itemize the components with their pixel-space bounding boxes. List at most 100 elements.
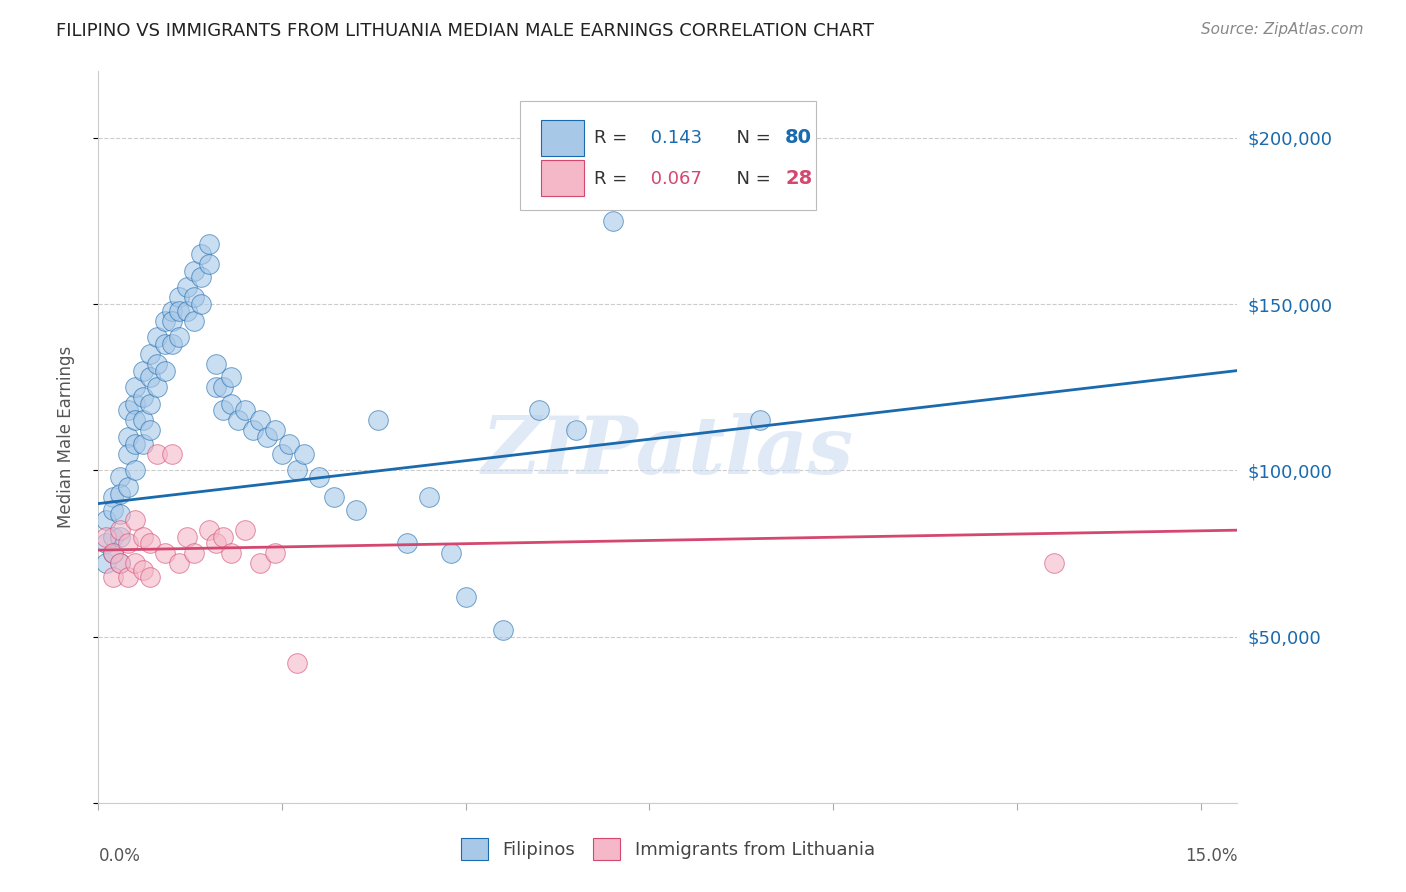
Point bbox=[124, 463, 146, 477]
Point bbox=[124, 513, 146, 527]
Point bbox=[101, 546, 124, 560]
Point bbox=[139, 397, 162, 411]
FancyBboxPatch shape bbox=[541, 160, 583, 196]
Point bbox=[167, 330, 190, 344]
Point bbox=[124, 380, 146, 394]
Point bbox=[139, 370, 162, 384]
Point bbox=[110, 530, 132, 544]
Point bbox=[602, 214, 624, 228]
Point bbox=[146, 330, 169, 344]
Point bbox=[139, 347, 162, 361]
Point bbox=[124, 436, 146, 450]
Point bbox=[440, 546, 463, 560]
Point bbox=[110, 523, 132, 537]
Point bbox=[101, 530, 124, 544]
Point bbox=[110, 470, 132, 484]
Point bbox=[153, 337, 176, 351]
Point bbox=[235, 523, 257, 537]
Point bbox=[110, 507, 132, 521]
Point bbox=[183, 546, 205, 560]
Point bbox=[249, 413, 271, 427]
Point bbox=[212, 530, 235, 544]
Point bbox=[131, 530, 153, 544]
Point bbox=[183, 264, 205, 278]
Point bbox=[219, 370, 242, 384]
Point bbox=[131, 436, 153, 450]
Point bbox=[219, 397, 242, 411]
Point bbox=[167, 290, 190, 304]
Point bbox=[94, 513, 117, 527]
Point bbox=[263, 546, 285, 560]
Point bbox=[565, 424, 588, 438]
Point bbox=[418, 490, 440, 504]
Point bbox=[146, 357, 169, 371]
Point bbox=[94, 536, 117, 550]
Text: R =: R = bbox=[593, 169, 633, 188]
Point bbox=[454, 590, 477, 604]
Point bbox=[205, 380, 228, 394]
Text: 80: 80 bbox=[785, 128, 813, 147]
Point bbox=[124, 413, 146, 427]
Text: 28: 28 bbox=[785, 169, 813, 188]
Point bbox=[167, 303, 190, 318]
FancyBboxPatch shape bbox=[541, 120, 583, 156]
Point bbox=[131, 390, 153, 404]
Point bbox=[271, 447, 294, 461]
Point bbox=[263, 424, 285, 438]
Point bbox=[160, 337, 183, 351]
Point bbox=[131, 363, 153, 377]
Point bbox=[101, 546, 124, 560]
Point bbox=[153, 546, 176, 560]
Point bbox=[219, 546, 242, 560]
Point bbox=[278, 436, 301, 450]
Point bbox=[212, 403, 235, 417]
Text: 0.0%: 0.0% bbox=[98, 847, 141, 864]
Point bbox=[101, 490, 124, 504]
Point bbox=[110, 557, 132, 571]
Point bbox=[226, 413, 249, 427]
Text: FILIPINO VS IMMIGRANTS FROM LITHUANIA MEDIAN MALE EARNINGS CORRELATION CHART: FILIPINO VS IMMIGRANTS FROM LITHUANIA ME… bbox=[56, 22, 875, 40]
Text: N =: N = bbox=[725, 129, 776, 147]
Point bbox=[124, 397, 146, 411]
Text: 0.143: 0.143 bbox=[645, 129, 702, 147]
Point bbox=[367, 413, 389, 427]
Point bbox=[139, 536, 162, 550]
Point bbox=[1042, 557, 1064, 571]
Point bbox=[146, 447, 169, 461]
Point bbox=[197, 237, 219, 252]
Point bbox=[197, 523, 219, 537]
Point bbox=[110, 557, 132, 571]
Y-axis label: Median Male Earnings: Median Male Earnings bbox=[56, 346, 75, 528]
Point bbox=[117, 570, 139, 584]
Point bbox=[176, 280, 198, 294]
Point bbox=[529, 403, 551, 417]
Point bbox=[235, 403, 257, 417]
Point bbox=[124, 557, 146, 571]
Point bbox=[94, 557, 117, 571]
Point bbox=[117, 447, 139, 461]
Point bbox=[160, 314, 183, 328]
Text: ZIPatlas: ZIPatlas bbox=[482, 413, 853, 491]
Point bbox=[183, 290, 205, 304]
Legend: Filipinos, Immigrants from Lithuania: Filipinos, Immigrants from Lithuania bbox=[454, 830, 882, 867]
Point bbox=[131, 563, 153, 577]
Point bbox=[153, 314, 176, 328]
Point bbox=[197, 257, 219, 271]
Point bbox=[190, 270, 212, 285]
Point bbox=[256, 430, 278, 444]
Point bbox=[292, 447, 315, 461]
Point bbox=[139, 424, 162, 438]
Point bbox=[308, 470, 330, 484]
Point bbox=[101, 503, 124, 517]
Point bbox=[205, 357, 228, 371]
Point bbox=[249, 557, 271, 571]
Text: R =: R = bbox=[593, 129, 633, 147]
Text: 0.067: 0.067 bbox=[645, 169, 702, 188]
Point bbox=[395, 536, 418, 550]
Point bbox=[160, 303, 183, 318]
Text: 15.0%: 15.0% bbox=[1185, 847, 1237, 864]
Point bbox=[110, 486, 132, 500]
Point bbox=[160, 447, 183, 461]
Point bbox=[101, 570, 124, 584]
Point bbox=[212, 380, 235, 394]
